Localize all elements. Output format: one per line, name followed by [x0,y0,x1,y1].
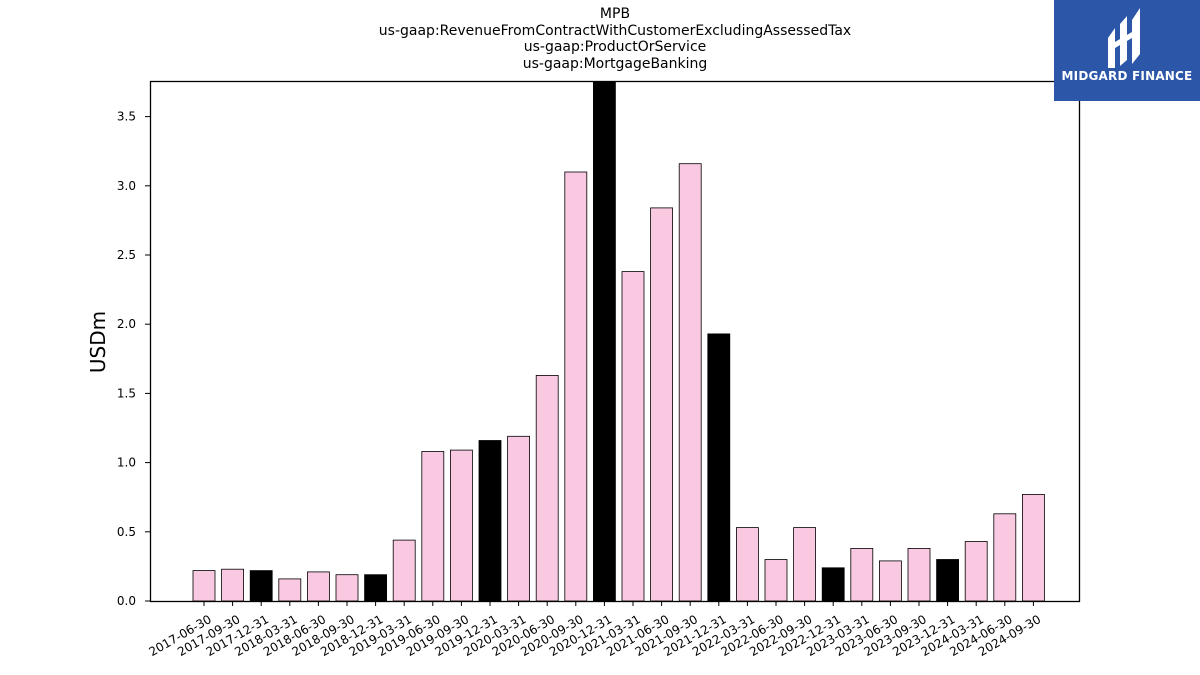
bar-2022-06-30 [764,559,788,602]
bar-2024-06-30 [993,513,1017,602]
title-ticker: MPB [599,6,631,22]
bar-2020-12-31 [593,81,616,602]
bar-2022-03-31 [736,527,759,602]
bar-2023-03-31 [850,548,874,602]
y-tick-label: 0.5 [117,525,136,539]
bar-2024-09-30 [1022,493,1045,602]
bar-2021-12-31 [707,333,731,602]
bar-2017-12-31 [249,570,273,602]
bar-2022-09-30 [793,527,816,602]
plot-frame [149,80,1081,603]
bar-2024-03-31 [964,541,988,602]
chart-title: MPB us-gaap:RevenueFromContractWithCusto… [150,6,1080,72]
y-axis-ticks: 0.0 0.5 1.0 1.5 2.0 2.5 3.0 3.5 [117,110,151,608]
bar-2019-06-30 [421,451,445,602]
bar-2017-06-30 [192,570,216,602]
bar-2021-09-30 [678,163,702,602]
bar-2023-12-31 [936,559,959,602]
bar-2022-12-31 [821,567,845,602]
bar-2021-03-31 [621,271,645,602]
bar-2019-03-31 [392,539,416,602]
bar-2018-06-30 [306,571,330,602]
bar-2019-09-30 [449,449,473,602]
bar-2023-06-30 [879,560,902,602]
y-tick-label: 2.0 [117,317,136,331]
title-concept: us-gaap:RevenueFromContractWithCustomerE… [378,22,852,39]
title-member: us-gaap:MortgageBanking [522,55,708,72]
y-tick-label: 3.5 [117,110,136,124]
bar-2021-06-30 [650,207,673,602]
bar-2020-06-30 [535,374,559,602]
title-axis: us-gaap:ProductOrService [523,39,707,56]
y-axis-label: USDm [86,311,110,373]
y-tick-label: 1.5 [117,386,136,400]
logo-mark-icon [1108,8,1140,68]
bar-2020-09-30 [564,171,588,602]
bar-2018-12-31 [364,574,388,602]
y-tick-label: 0.0 [117,594,136,608]
bar-2020-03-31 [507,435,531,602]
bar-2018-03-31 [278,578,302,602]
bar-2017-09-30 [221,568,245,602]
y-tick-label: 1.0 [117,456,136,470]
bar-series [192,81,1045,602]
x-axis-ticks: 2017-06-302017-09-302017-12-312018-03-31… [146,601,1043,659]
company-logo: MIDGARD FINANCE [1054,0,1200,101]
bar-2019-12-31 [478,440,502,602]
y-tick-label: 2.5 [117,248,136,262]
y-tick-label: 3.0 [117,179,136,193]
bar-2023-09-30 [907,548,931,602]
logo-text: MIDGARD FINANCE [1061,69,1193,83]
bar-2018-09-30 [335,574,359,602]
